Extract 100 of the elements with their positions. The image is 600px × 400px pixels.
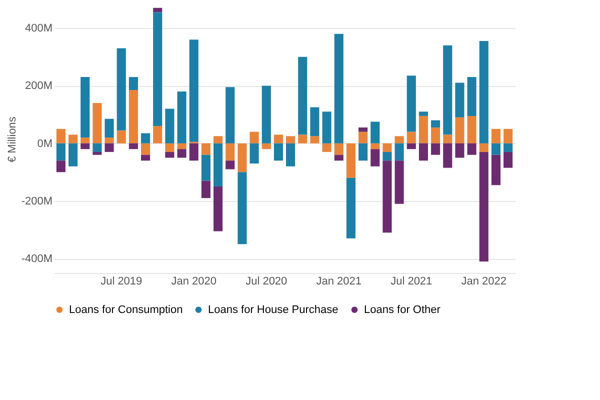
bar <box>406 132 416 144</box>
bar <box>128 77 138 90</box>
bar <box>322 112 332 144</box>
bar <box>80 143 90 150</box>
bar <box>274 134 283 144</box>
bar <box>177 143 186 150</box>
bar <box>214 186 223 232</box>
bar <box>406 143 416 150</box>
bar <box>370 143 380 150</box>
legend-label: Loans for Consumption <box>69 304 183 316</box>
bar <box>238 172 247 244</box>
bar <box>370 122 380 144</box>
bar <box>128 143 138 150</box>
bar <box>298 134 308 144</box>
bar <box>431 127 440 144</box>
bar <box>104 143 114 152</box>
bar <box>141 133 150 144</box>
bar <box>370 149 380 166</box>
bar <box>262 86 271 144</box>
bar <box>467 77 476 116</box>
bar <box>153 126 162 144</box>
x-tick-label: Jul 2021 <box>390 276 432 288</box>
bar <box>418 143 428 161</box>
bar <box>334 34 344 144</box>
bar <box>382 152 392 161</box>
legend-label: Loans for Other <box>364 304 441 316</box>
bar <box>201 143 210 155</box>
bar <box>68 134 78 144</box>
bar <box>382 143 392 152</box>
bar <box>467 143 476 155</box>
bar <box>104 138 114 144</box>
legend-label: Loans for House Purchase <box>208 304 338 316</box>
bar <box>214 136 223 144</box>
bar <box>201 154 210 181</box>
bar <box>310 107 320 136</box>
bar <box>68 143 78 166</box>
bar <box>382 160 392 233</box>
bar <box>467 116 476 144</box>
bar <box>491 143 500 155</box>
y-tick-label: 0M <box>37 138 52 150</box>
bar <box>298 56 308 135</box>
bar <box>128 90 138 144</box>
y-tick-label: -200M <box>21 195 52 208</box>
bar <box>358 132 368 144</box>
bar <box>116 48 126 130</box>
bar <box>56 128 66 144</box>
x-tick-label: Jan 2022 <box>461 276 507 288</box>
bar <box>165 143 174 152</box>
bar <box>153 8 162 12</box>
bar <box>262 143 271 150</box>
bar <box>80 138 90 144</box>
bar <box>491 128 500 144</box>
bar <box>346 178 356 238</box>
bar <box>153 12 162 126</box>
bar <box>479 143 488 152</box>
bar <box>116 130 126 144</box>
bar <box>226 143 235 161</box>
x-tick-label: Jan 2021 <box>316 276 362 288</box>
bar <box>358 127 368 132</box>
bar <box>226 87 235 144</box>
bar <box>141 154 150 161</box>
bar <box>189 143 198 161</box>
bar <box>479 41 488 144</box>
bar <box>455 117 464 144</box>
bar <box>286 136 296 144</box>
bar <box>286 143 296 166</box>
bar <box>80 77 90 138</box>
bar <box>504 128 513 144</box>
bar <box>177 149 186 158</box>
bar <box>346 143 356 178</box>
bar <box>334 154 344 161</box>
bar <box>479 152 488 262</box>
bar <box>189 40 198 142</box>
bar <box>104 118 114 138</box>
bar <box>394 160 404 204</box>
bar <box>274 143 283 161</box>
y-tick-label: 400M <box>24 22 52 35</box>
bar <box>431 143 440 155</box>
y-axis-title: € Millions <box>6 116 18 162</box>
bar <box>334 143 344 155</box>
bar <box>177 91 186 144</box>
y-tick-label: 200M <box>24 80 52 92</box>
x-tick-label: Jul 2020 <box>246 276 288 288</box>
bar <box>201 180 210 198</box>
bar <box>431 120 440 128</box>
bar <box>214 143 223 187</box>
bar <box>250 132 259 144</box>
bar <box>92 143 102 152</box>
bar <box>92 152 102 155</box>
bar <box>394 143 404 161</box>
bar <box>443 143 452 168</box>
bar <box>491 154 500 186</box>
bar <box>92 102 102 144</box>
bar <box>504 152 513 168</box>
y-tick-label: -400M <box>21 253 52 266</box>
bar <box>418 112 428 116</box>
x-tick-label: Jan 2020 <box>171 276 217 288</box>
bar <box>394 136 404 144</box>
bar <box>238 143 247 172</box>
bar <box>443 134 452 144</box>
